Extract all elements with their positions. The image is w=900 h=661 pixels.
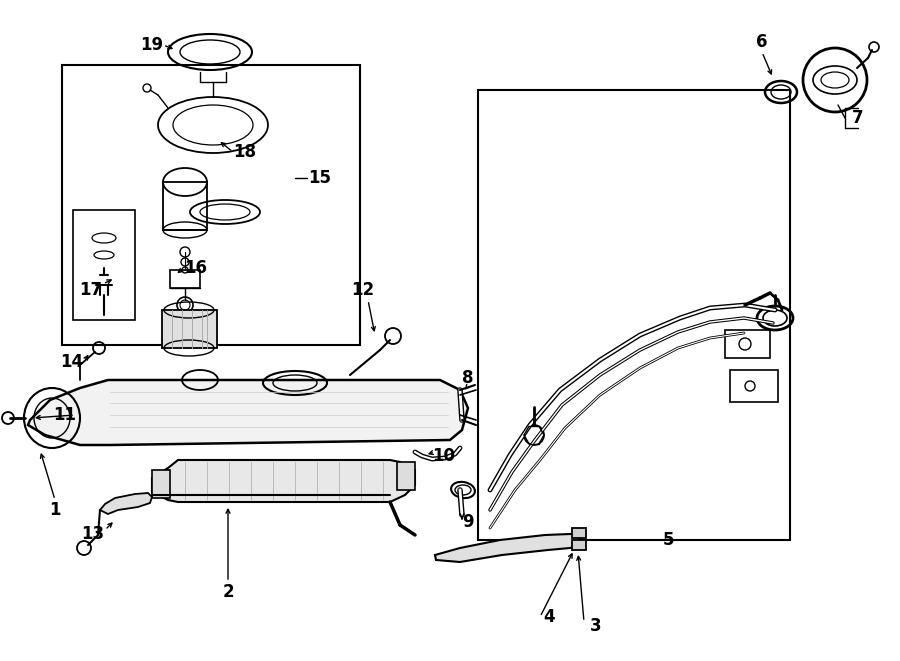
Text: 19: 19 — [140, 36, 164, 54]
Polygon shape — [435, 534, 580, 562]
Text: 7: 7 — [852, 109, 864, 127]
Bar — [572, 540, 586, 550]
Text: 2: 2 — [222, 583, 234, 601]
Text: 17: 17 — [79, 281, 103, 299]
Bar — [73, 210, 135, 320]
Bar — [62, 65, 360, 345]
Bar — [152, 470, 170, 498]
Bar — [478, 90, 790, 540]
Text: 15: 15 — [309, 169, 331, 187]
Text: 8: 8 — [463, 369, 473, 387]
Polygon shape — [28, 380, 468, 445]
Text: 5: 5 — [662, 531, 674, 549]
Bar — [397, 462, 415, 490]
Text: 3: 3 — [590, 617, 602, 635]
Bar — [730, 370, 778, 402]
Text: 12: 12 — [351, 281, 374, 299]
Text: 6: 6 — [756, 33, 768, 51]
Text: 10: 10 — [433, 447, 455, 465]
Bar — [572, 528, 586, 538]
Text: 16: 16 — [184, 259, 208, 277]
Text: 14: 14 — [60, 353, 84, 371]
Text: 4: 4 — [544, 608, 554, 626]
Text: 13: 13 — [81, 525, 104, 543]
Text: 1: 1 — [50, 501, 61, 519]
Text: 9: 9 — [463, 513, 473, 531]
Bar — [725, 330, 770, 358]
Bar — [162, 310, 217, 348]
Text: 18: 18 — [233, 143, 256, 161]
Text: 11: 11 — [53, 406, 76, 424]
Polygon shape — [100, 493, 152, 514]
Bar — [170, 270, 200, 288]
Polygon shape — [152, 460, 415, 502]
Bar — [163, 182, 207, 230]
